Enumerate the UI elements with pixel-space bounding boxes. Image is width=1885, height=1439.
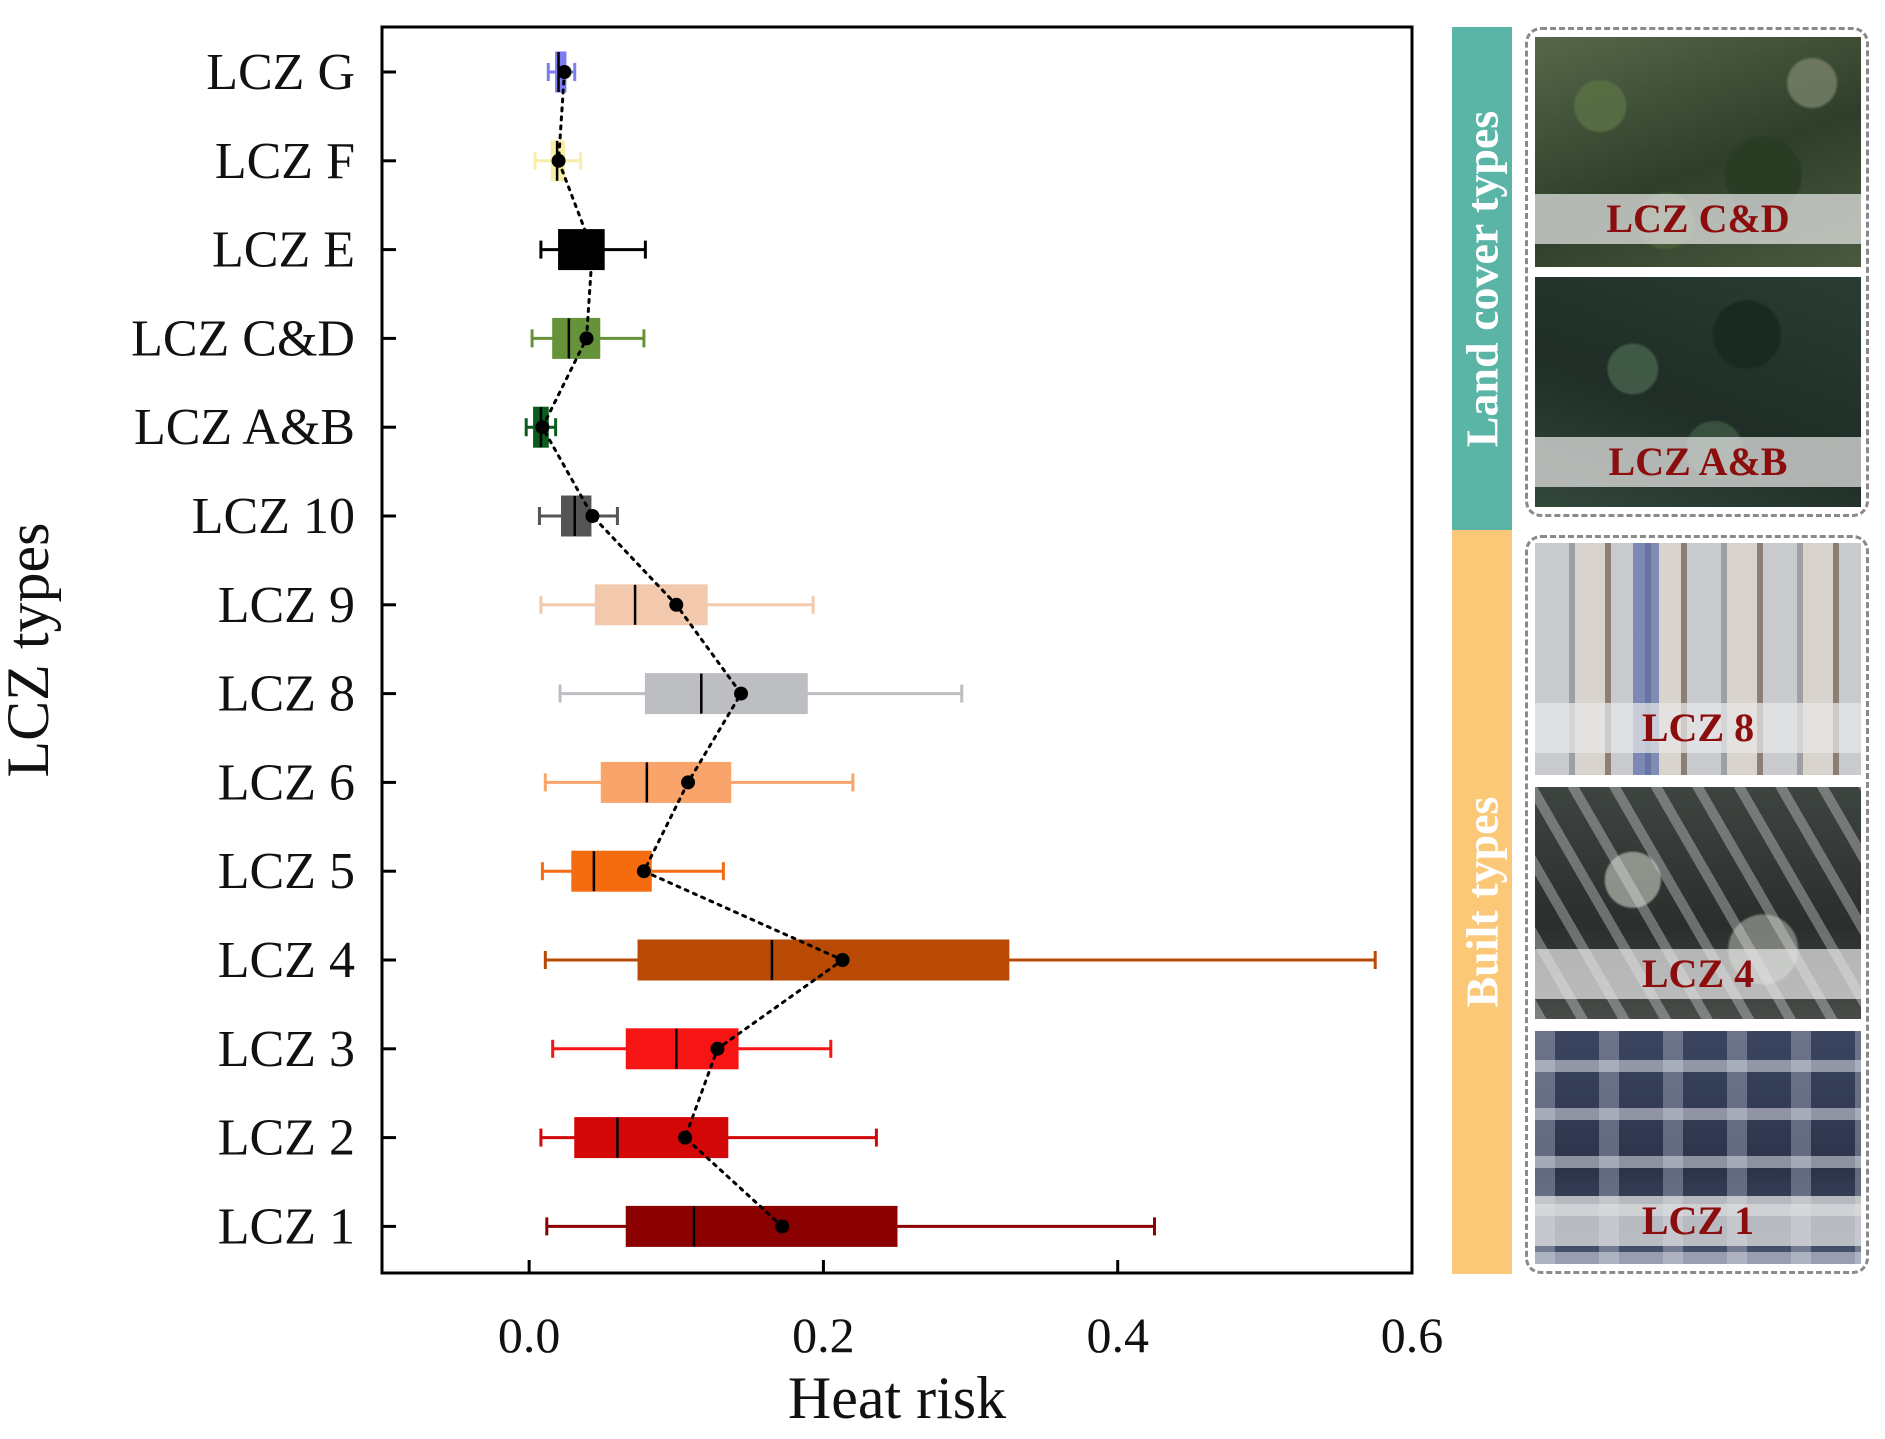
box-lcz-8 [644, 673, 808, 715]
y-tick-label: LCZ 9 [218, 577, 355, 634]
mean-point [579, 331, 594, 346]
x-axis-label: Heat risk [788, 1365, 1006, 1431]
plot-area: 0.0 0.2 0.4 0.6 LCZ G LCZ F LCZ E LCZ C&D LCZ A&… [131, 44, 1443, 1363]
satellite-tile-lcz-c-d: LCZ C&D [1535, 37, 1861, 267]
box-lcz-6 [600, 761, 732, 803]
y-tick-label: LCZ 3 [218, 1021, 355, 1078]
built-types-bar: Built types [1452, 530, 1512, 1274]
built-types-label: Built types [1456, 796, 1508, 1008]
x-tick-label: 0.6 [1381, 1307, 1444, 1363]
plot-frame [380, 25, 1414, 1275]
tile-caption: LCZ 1 [1535, 1196, 1861, 1246]
satellite-tile-lcz-1: LCZ 1 [1535, 1031, 1861, 1264]
satellite-tile-lcz-8: LCZ 8 [1535, 543, 1861, 775]
mean-point [585, 242, 600, 257]
satellite-tile-lcz-a-b: LCZ A&B [1535, 277, 1861, 507]
built-type-image-group [1525, 535, 1869, 1274]
y-tick-label: LCZ A&B [134, 399, 355, 456]
land-cover-types-label: Land cover types [1456, 110, 1508, 447]
land-cover-types-bar: Land cover types [1452, 27, 1512, 530]
mean-point [681, 775, 696, 790]
y-tick-label: LCZ 10 [192, 488, 355, 545]
land-cover-image-group [1525, 27, 1869, 517]
y-tick-label: LCZ 4 [218, 932, 355, 989]
y-axis-label: LCZ types [0, 523, 61, 778]
mean-point [535, 420, 550, 435]
y-tick-label: LCZ 8 [218, 666, 355, 723]
mean-point [557, 65, 572, 79]
tile-caption: LCZ 4 [1535, 949, 1861, 999]
satellite-tile-lcz-4: LCZ 4 [1535, 787, 1861, 1019]
tile-caption: LCZ 8 [1535, 703, 1861, 753]
mean-point [835, 953, 850, 967]
mean-trend-line [540, 70, 846, 1228]
box-lcz-1 [625, 1205, 898, 1247]
y-tick-label: LCZ C&D [131, 310, 355, 367]
box-lcz-4 [637, 939, 1010, 981]
box-lcz-9 [594, 584, 708, 626]
x-tick-label: 0.2 [792, 1307, 855, 1363]
mean-point [710, 1041, 725, 1056]
mean-point [734, 686, 749, 701]
mean-point [669, 597, 684, 612]
y-tick-label: LCZ F [215, 133, 355, 190]
y-tick-label: LCZ 2 [218, 1110, 355, 1167]
tile-caption: LCZ A&B [1535, 437, 1861, 487]
box-lcz-2 [574, 1117, 729, 1159]
mean-point [585, 509, 600, 523]
mean-point [678, 1130, 693, 1145]
mean-point [636, 864, 651, 879]
y-tick-label: LCZ 6 [218, 754, 355, 811]
tile-caption: LCZ C&D [1535, 194, 1861, 244]
mean-point [551, 153, 566, 168]
x-tick-label: 0.0 [498, 1307, 561, 1363]
y-tick-label: LCZ 5 [218, 843, 355, 900]
mean-point [775, 1219, 790, 1234]
y-tick-label: LCZ G [206, 44, 355, 101]
y-tick-label: LCZ 1 [218, 1198, 355, 1255]
box-lcz-5 [571, 850, 652, 892]
y-tick-label: LCZ E [212, 222, 355, 279]
x-tick-label: 0.4 [1086, 1307, 1149, 1363]
